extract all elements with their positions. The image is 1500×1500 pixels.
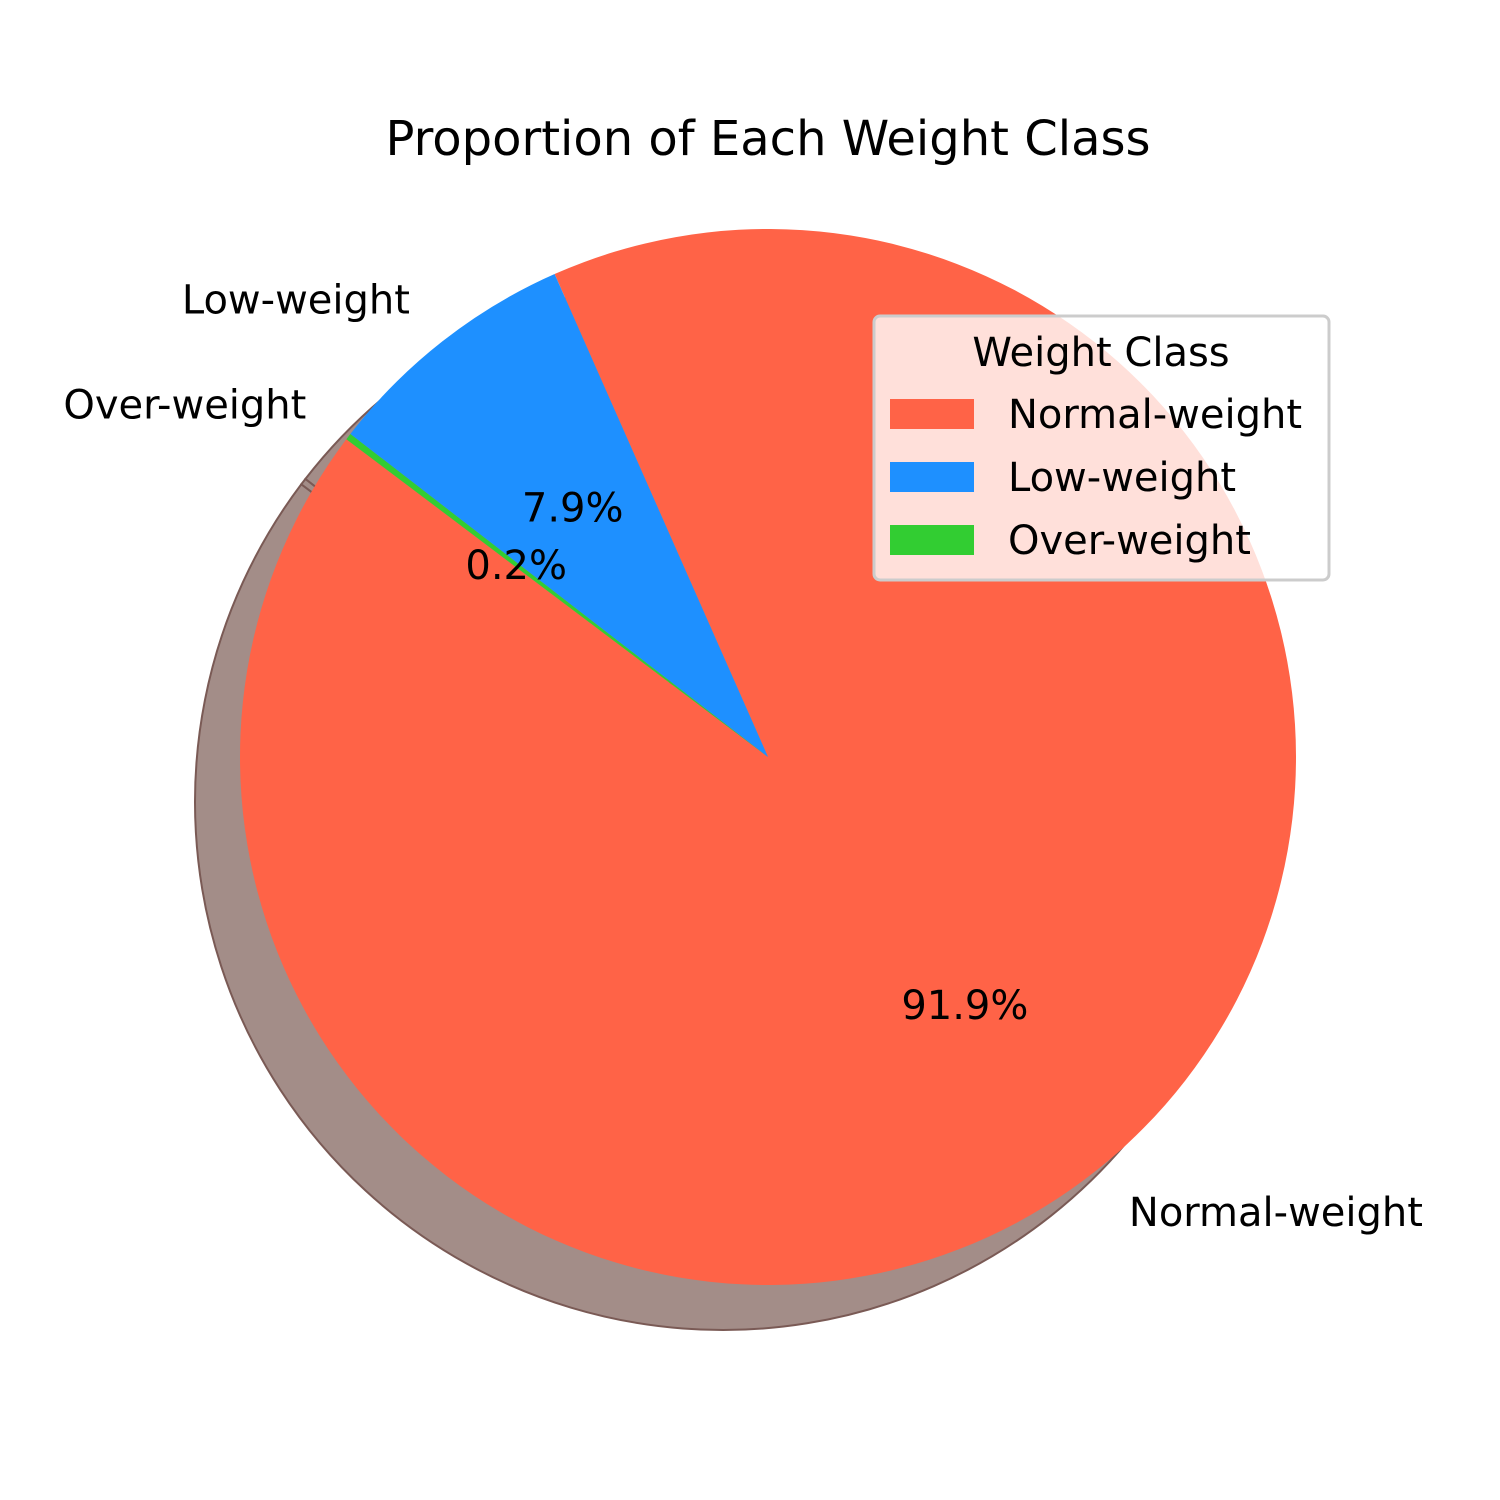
- pct-label-normal-weight: 91.9%: [901, 983, 1028, 1029]
- pct-label-over-weight: 0.2%: [465, 543, 567, 589]
- legend-label-over-weight: Over-weight: [1008, 518, 1251, 564]
- slice-low-weight: [350, 274, 768, 757]
- chart-title: Proportion of Each Weight Class: [385, 111, 1150, 167]
- slice-label-over-weight: Over-weight: [63, 383, 306, 429]
- pct-label-low-weight: 7.9%: [522, 486, 624, 532]
- legend-swatch-low-weight: [890, 462, 974, 492]
- legend: Weight Class Normal-weight Low-weight Ov…: [872, 314, 1331, 582]
- slice-over-weight: [346, 433, 768, 757]
- legend-label-low-weight: Low-weight: [1008, 455, 1236, 501]
- slice-labels: Normal-weight 91.9% Low-weight 7.9% Over-wei…: [63, 278, 1423, 1236]
- legend-title: Weight Class: [972, 330, 1229, 376]
- legend-frame: [872, 314, 1331, 582]
- slice-label-low-weight: Low-weight: [182, 278, 410, 324]
- slice-label-normal-weight: Normal-weight: [1129, 1190, 1423, 1236]
- legend-label-normal-weight: Normal-weight: [1008, 392, 1302, 438]
- legend-swatch-over-weight: [890, 525, 974, 555]
- legend-swatch-normal-weight: [890, 399, 974, 429]
